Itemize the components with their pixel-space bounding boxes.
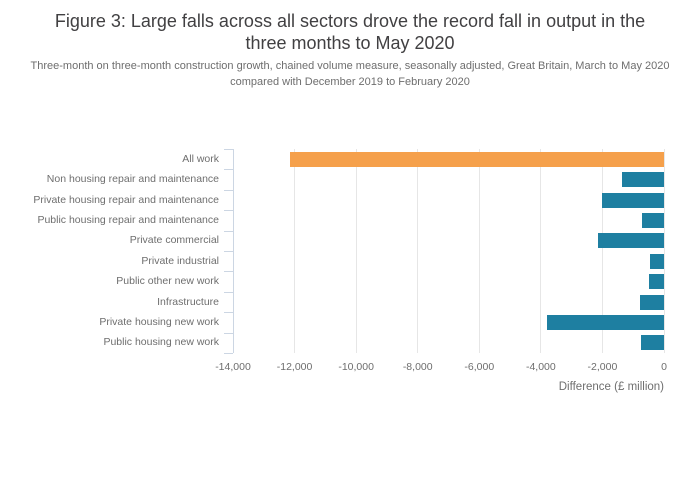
y-axis-tick (224, 332, 233, 334)
x-gridline (478, 149, 480, 353)
x-tick-label: -14,000 (215, 361, 251, 373)
x-tick-label: -12,000 (276, 361, 313, 373)
category-label-private-housing-new-work: Private housing new work (99, 315, 219, 328)
category-label-non-housing-repair-and-maintenance: Non housing repair and maintenance (46, 173, 219, 186)
bar-private-housing-repair-and-maintenance[interactable] (602, 192, 664, 208)
x-tick-label: -10,000 (338, 361, 374, 373)
bar-non-housing-repair-and-maintenance[interactable] (622, 172, 664, 188)
y-axis-tick (224, 291, 233, 293)
y-axis-tick (224, 251, 233, 252)
bar-public-other-new-work[interactable] (649, 274, 664, 290)
x-tick-label: -8,000 (402, 361, 433, 373)
chart-subtitle: Three-month on three-month construction … (30, 60, 670, 88)
x-gridline (663, 149, 665, 353)
category-label-private-commercial: Private commercial (129, 234, 219, 247)
y-axis-line (233, 149, 234, 353)
x-tick-label: -2,000 (587, 361, 618, 373)
category-label-private-housing-repair-and-maintenance: Private housing repair and maintenance (33, 193, 219, 206)
chart-title: Figure 3: Large falls across all sectors… (54, 11, 646, 53)
bar-private-housing-new-work[interactable] (547, 314, 664, 330)
x-gridline (294, 149, 296, 353)
y-axis-tick (224, 149, 233, 150)
category-label-public-other-new-work: Public other new work (116, 275, 219, 288)
bar-infrastructure[interactable] (640, 294, 664, 310)
y-axis-tick (224, 271, 233, 273)
category-label-all-work: All work (182, 152, 219, 165)
bar-private-commercial[interactable] (598, 233, 664, 249)
y-axis-tick (224, 312, 233, 314)
y-axis-tick (224, 230, 233, 232)
x-tick-label: -6,000 (464, 361, 495, 373)
y-axis-tick (224, 353, 233, 354)
category-label-private-industrial: Private industrial (141, 254, 219, 267)
bar-public-housing-new-work[interactable] (640, 335, 664, 351)
category-label-public-housing-repair-and-maintenance: Public housing repair and maintenance (37, 213, 219, 226)
x-gridline (417, 149, 419, 353)
y-axis-tick (224, 169, 233, 171)
x-gridline (540, 149, 542, 353)
x-axis-title: Difference (£ million) (558, 381, 664, 393)
x-gridline (355, 149, 357, 353)
bar-private-industrial[interactable] (650, 253, 664, 269)
category-label-infrastructure: Infrastructure (157, 295, 219, 308)
x-tick-label: 0 (661, 361, 667, 373)
bar-all-work[interactable] (289, 151, 664, 167)
x-gridline (601, 149, 603, 353)
y-axis-tick (224, 210, 233, 212)
x-tick-label: -4,000 (525, 361, 556, 373)
bar-public-housing-repair-and-maintenance[interactable] (642, 212, 664, 228)
y-axis-tick (224, 189, 233, 191)
category-label-public-housing-new-work: Public housing new work (103, 336, 219, 349)
